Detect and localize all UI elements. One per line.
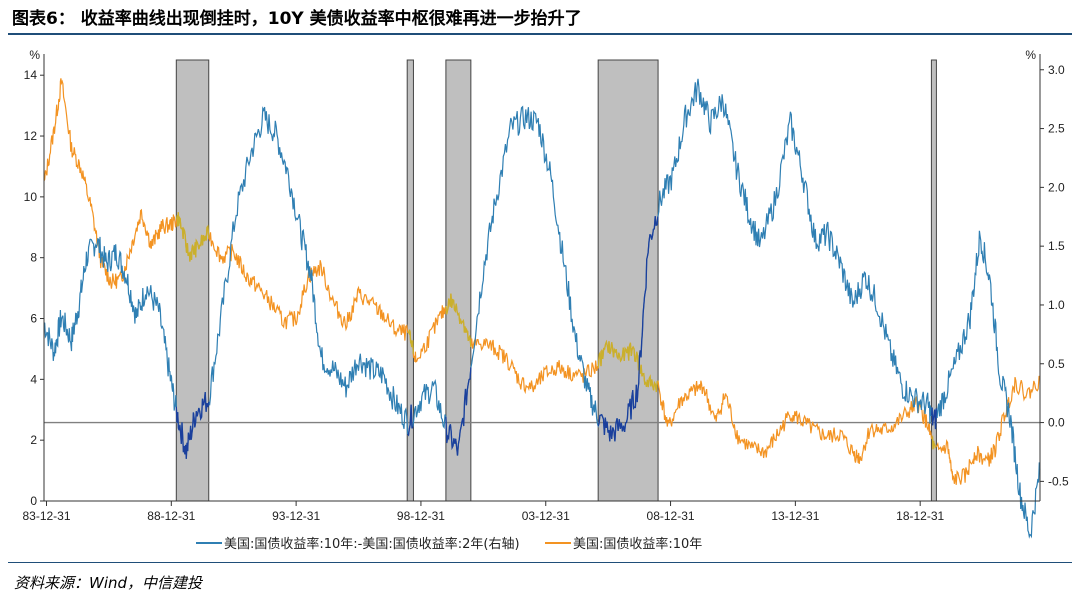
source-note: 资料来源：Wind，中信建投: [14, 574, 203, 592]
left-tick-label: 2: [30, 433, 37, 447]
left-tick-label: 4: [30, 372, 37, 386]
series-line-10y-yield-shaded: [931, 434, 937, 450]
series-line-10y-yield-shaded: [445, 293, 472, 348]
right-tick-label: 2.0: [1048, 180, 1065, 194]
right-tick-label: 3.0: [1048, 63, 1065, 77]
series-line-10y-2y-spread-shaded: [931, 407, 937, 430]
left-tick-label: 6: [30, 312, 37, 326]
x-tick-label: 98-12-31: [397, 509, 445, 523]
chart: % % 0 2 4 6 8 10 12 14 3.0 2.5 2.0 1.5 1.0 0.5 0.0 -0.5 83…: [22, 48, 1069, 552]
right-tick-label: 0.5: [1048, 357, 1065, 371]
right-axis-unit: %: [1025, 48, 1036, 62]
left-tick-label: 12: [24, 129, 38, 143]
x-tick-label: 03-12-31: [522, 509, 570, 523]
series-lines: [43, 78, 1041, 539]
series-line-10y-2y-spread-shaded: [445, 367, 472, 456]
right-tick-label: 1.0: [1048, 298, 1065, 312]
x-tick-label: 83-12-31: [22, 509, 70, 523]
title-rule: [8, 33, 1072, 35]
left-tick-label: 0: [30, 494, 37, 508]
series-line-10y-2y-spread-shaded: [407, 404, 414, 437]
shaded-period-3: [445, 59, 472, 502]
series-line-10y-yield-shaded: [597, 339, 659, 393]
series-line-10y-2y-spread-shaded: [597, 216, 659, 442]
x-tick-label: 13-12-31: [771, 509, 819, 523]
source-rule: [8, 562, 1072, 563]
x-tick-label: 08-12-31: [647, 509, 695, 523]
left-axis-unit: %: [29, 48, 40, 62]
right-tick-label: 0.0: [1048, 416, 1065, 430]
series-line-10y-2y-spread-shaded: [175, 391, 210, 459]
x-tick-label: 93-12-31: [272, 509, 320, 523]
legend: 美国:国债收益率:10年:-美国:国债收益率:2年(右轴) 美国:国债收益率:10…: [196, 536, 702, 552]
legend-label-spread: 美国:国债收益率:10年:-美国:国债收益率:2年(右轴): [224, 536, 520, 552]
x-tick-label: 88-12-31: [147, 509, 195, 523]
shaded-period-4: [597, 59, 659, 502]
legend-label-10y: 美国:国债收益率:10年: [573, 536, 702, 552]
left-tick-label: 10: [24, 190, 38, 204]
axes: % % 0 2 4 6 8 10 12 14 3.0 2.5 2.0 1.5 1.0 0.5 0.0 -0.5 83…: [22, 48, 1069, 523]
shaded-period-5: [930, 59, 937, 502]
x-tick-label: 18-12-31: [896, 509, 944, 523]
series-line-10y-yield-shaded: [407, 329, 414, 354]
left-tick-label: 14: [24, 68, 38, 82]
figure-title: 图表6： 收益率曲线出现倒挂时，10Y 美债收益率中枢很难再进一步抬升了: [12, 9, 582, 29]
right-tick-label: -0.5: [1048, 474, 1069, 488]
right-tick-label: 2.5: [1048, 122, 1065, 136]
series-line-10y-yield-shaded: [176, 212, 210, 262]
right-tick-label: 1.5: [1048, 239, 1065, 253]
left-tick-label: 8: [30, 251, 37, 265]
